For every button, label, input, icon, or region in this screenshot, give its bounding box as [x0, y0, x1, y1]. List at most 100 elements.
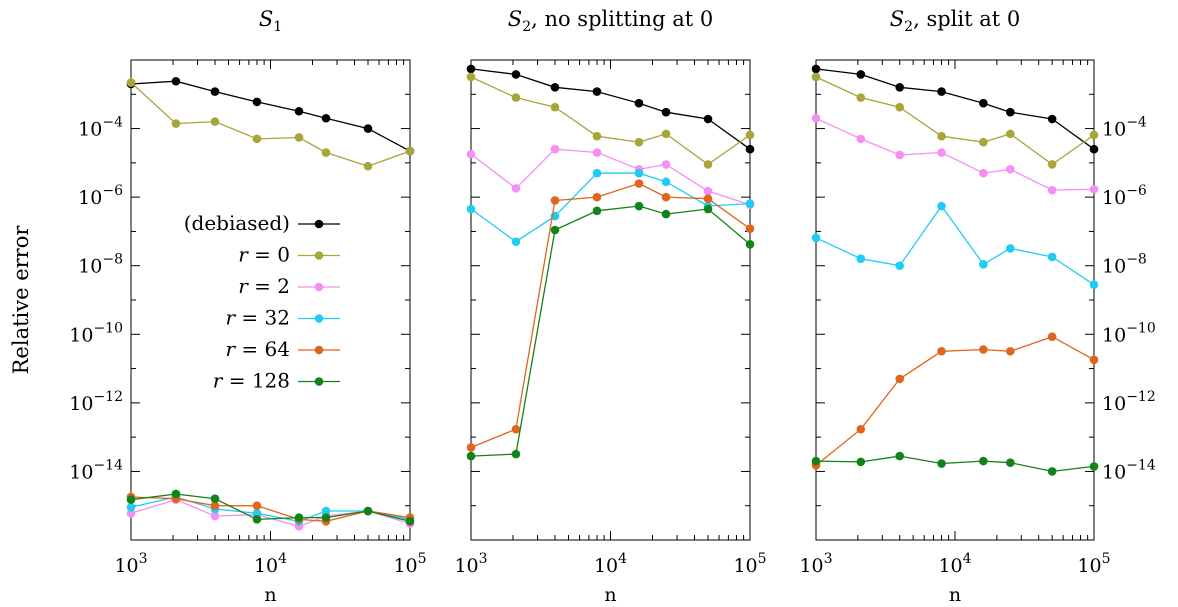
data-point — [937, 148, 946, 157]
legend-marker — [315, 251, 324, 260]
data-point — [253, 135, 262, 144]
data-point — [856, 93, 865, 102]
legend-marker — [315, 346, 324, 355]
data-point — [856, 458, 865, 467]
data-point — [1006, 347, 1015, 356]
series — [812, 332, 1099, 469]
y-axis-label: Relative error — [9, 225, 33, 375]
data-point — [979, 99, 988, 108]
data-point — [662, 210, 671, 219]
data-point — [322, 148, 331, 157]
data-point — [512, 450, 521, 459]
legend-entry-label: (debiased) — [184, 211, 290, 235]
series-line — [471, 69, 750, 149]
data-point — [512, 184, 521, 193]
data-point — [512, 237, 521, 246]
legend-entry-label: r = 2 — [238, 274, 290, 298]
y-tick-label: 10−10 — [69, 320, 123, 346]
data-point — [211, 87, 220, 96]
data-point — [1048, 186, 1057, 195]
data-point — [512, 425, 521, 434]
data-point — [635, 169, 644, 178]
series-line — [816, 206, 1094, 285]
data-point — [979, 138, 988, 147]
data-point — [704, 187, 713, 196]
x-tick-label: 104 — [254, 551, 287, 577]
y-tick-label: 10−12 — [1102, 389, 1156, 415]
data-point — [1090, 145, 1099, 154]
x-tick-label: 103 — [114, 551, 147, 577]
data-point — [1090, 280, 1099, 289]
legend-entry-label: r = 64 — [226, 337, 290, 361]
data-point — [812, 234, 821, 243]
y-tick-label: 10−6 — [78, 183, 123, 209]
data-point — [812, 114, 821, 123]
x-axis-label: n — [264, 584, 276, 606]
data-point — [172, 77, 181, 86]
data-point — [1048, 332, 1057, 341]
data-point — [593, 206, 602, 215]
data-point — [937, 132, 946, 141]
x-tick-label: 105 — [733, 551, 766, 577]
plot-frame — [471, 60, 750, 540]
data-point — [551, 103, 560, 112]
data-point — [635, 202, 644, 211]
data-point — [295, 133, 304, 142]
x-tick-label: 105 — [393, 551, 426, 577]
data-point — [746, 199, 755, 208]
data-point — [295, 513, 304, 522]
data-point — [1048, 467, 1057, 476]
data-point — [295, 107, 304, 116]
data-point — [1090, 356, 1099, 365]
data-point — [1048, 253, 1057, 262]
data-point — [127, 503, 136, 512]
y-tick-label: 10−8 — [1102, 252, 1147, 278]
data-point — [1006, 458, 1015, 467]
data-point — [895, 452, 904, 461]
data-point — [662, 193, 671, 202]
data-point — [551, 226, 560, 235]
data-point — [512, 70, 521, 79]
data-point — [746, 131, 755, 140]
series — [467, 65, 755, 154]
data-point — [1006, 130, 1015, 139]
data-point — [593, 148, 602, 157]
series — [127, 78, 415, 170]
data-point — [127, 495, 136, 504]
legend-entry-label: r = 128 — [213, 369, 290, 393]
series — [127, 490, 415, 526]
series-line — [131, 81, 410, 151]
data-point — [467, 73, 476, 82]
series-line — [471, 184, 750, 448]
data-point — [895, 261, 904, 270]
panel-3: 10−1410−1210−1010−810−610−4103 104 105S2, … — [799, 7, 1155, 606]
data-point — [211, 494, 220, 503]
panel-title: S2, split at 0 — [890, 7, 1020, 35]
data-point — [1006, 244, 1015, 253]
data-point — [704, 115, 713, 124]
x-axis-label: n — [949, 584, 961, 606]
data-point — [662, 160, 671, 169]
data-point — [253, 515, 262, 524]
data-point — [937, 347, 946, 356]
data-point — [704, 205, 713, 214]
series — [812, 65, 1099, 154]
data-point — [593, 193, 602, 202]
data-point — [979, 169, 988, 178]
data-point — [662, 178, 671, 187]
data-point — [937, 459, 946, 468]
data-point — [979, 260, 988, 269]
data-point — [812, 457, 821, 466]
data-point — [512, 93, 521, 102]
data-point — [746, 240, 755, 249]
data-point — [593, 132, 602, 141]
y-tick-label: 10−6 — [1102, 183, 1147, 209]
data-point — [172, 119, 181, 128]
data-point — [856, 425, 865, 434]
data-point — [746, 224, 755, 233]
data-point — [364, 507, 373, 516]
data-point — [127, 78, 136, 87]
legend-marker — [315, 283, 324, 292]
data-point — [856, 70, 865, 79]
x-tick-label: 103 — [454, 551, 487, 577]
